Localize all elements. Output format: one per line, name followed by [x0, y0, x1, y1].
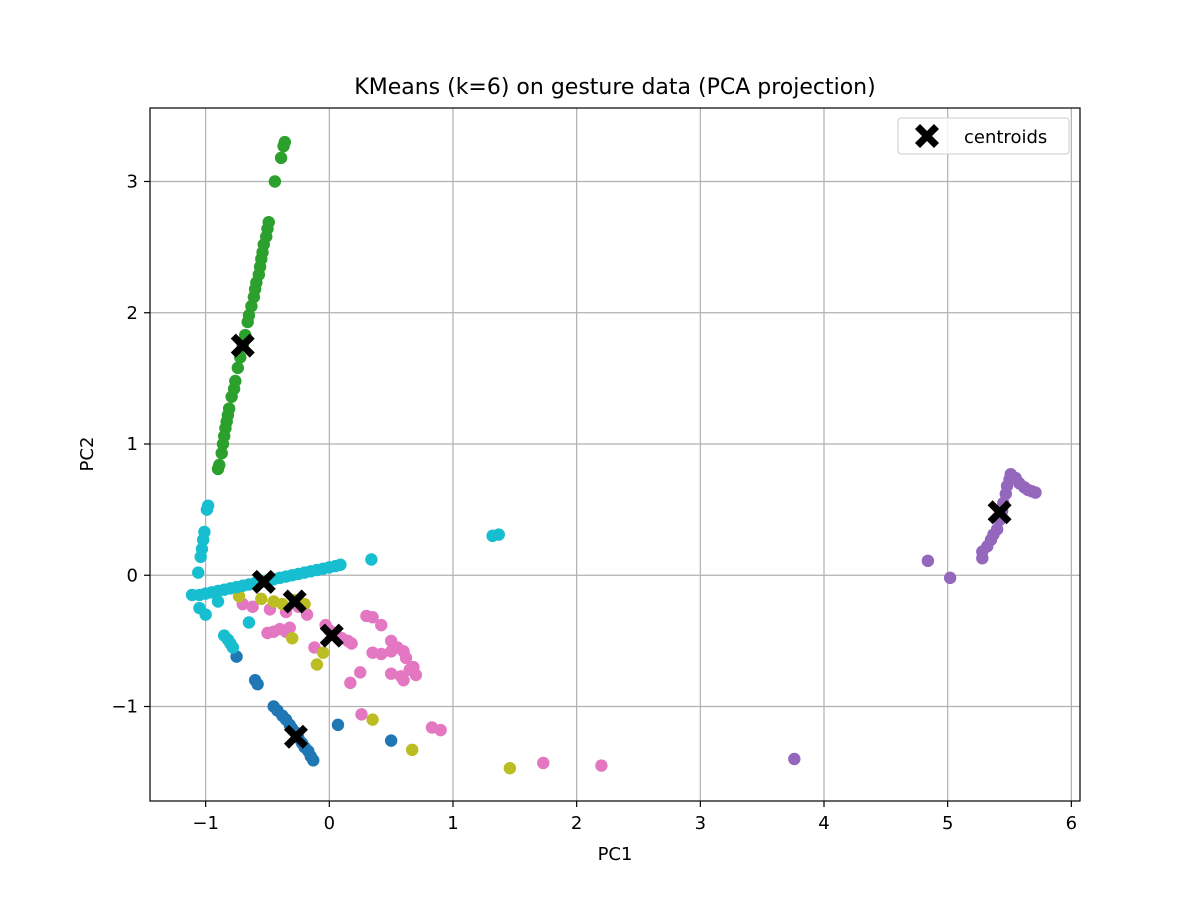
data-point — [492, 528, 505, 541]
data-point — [354, 666, 367, 679]
x-tick-label: 3 — [695, 813, 706, 834]
data-point — [399, 651, 413, 665]
data-point — [384, 734, 398, 747]
data-point — [222, 402, 236, 415]
data-point — [310, 658, 324, 671]
data-point — [943, 571, 957, 585]
data-point — [192, 566, 205, 579]
legend-centroid-icon — [915, 124, 939, 148]
data-point — [409, 668, 423, 682]
data-point — [201, 499, 215, 512]
plot-frame — [149, 107, 1081, 802]
data-point — [211, 595, 225, 608]
data-point — [251, 677, 264, 691]
data-point — [286, 632, 299, 645]
data-point — [242, 616, 256, 629]
x-tick-label: 4 — [818, 813, 829, 834]
legend-centroid-marker — [915, 124, 939, 148]
data-point — [231, 361, 245, 375]
data-point — [278, 135, 292, 149]
data-point — [255, 592, 268, 606]
axis-ticks: −1 0 1 2 3 4 5 6 −1 0 1 2 3 — [111, 172, 1077, 835]
data-point — [921, 554, 935, 568]
data-point — [215, 446, 228, 460]
data-point — [366, 713, 379, 726]
x-tick-label: 6 — [1066, 813, 1077, 834]
centroid-marker — [283, 724, 308, 749]
data-point — [1029, 486, 1042, 499]
data-point — [345, 637, 358, 650]
legend: centroids — [897, 117, 1070, 155]
legend-label-centroids: centroids — [964, 127, 1047, 148]
data-point — [344, 676, 357, 690]
data-point — [503, 761, 517, 775]
data-point — [307, 754, 320, 767]
x-tick-label: 5 — [942, 813, 953, 834]
data-point — [331, 718, 345, 732]
data-point — [226, 641, 240, 654]
y-tick-label: 2 — [127, 303, 138, 324]
data-point — [274, 151, 288, 165]
x-tick-label: −1 — [192, 813, 219, 834]
legend-box — [897, 117, 1070, 155]
data-point — [268, 175, 282, 188]
data-point — [375, 618, 388, 632]
data-point — [316, 646, 330, 659]
centroid-marker — [282, 589, 307, 614]
data-point — [537, 756, 550, 770]
y-tick-label: −1 — [111, 697, 138, 718]
centroid-marker — [987, 500, 1012, 525]
data-point — [365, 553, 378, 566]
data-point — [262, 215, 275, 229]
centroid-markers — [230, 333, 1012, 749]
y-tick-label: 0 — [127, 565, 138, 586]
data-point — [334, 558, 347, 571]
data-point — [246, 600, 259, 613]
y-tick-label: 3 — [127, 172, 138, 193]
data-point — [595, 759, 608, 772]
grid — [150, 108, 1080, 801]
data-point — [384, 667, 398, 680]
data-point — [199, 608, 212, 621]
centroid-marker — [319, 623, 344, 648]
data-point — [283, 621, 296, 634]
data-point — [195, 542, 209, 556]
data-point — [434, 723, 447, 737]
x-axis-label: PC1 — [598, 844, 633, 865]
data-point — [788, 752, 801, 766]
x-tick-label: 0 — [324, 813, 335, 834]
y-tick-label: 1 — [127, 434, 138, 455]
x-tick-label: 2 — [571, 813, 582, 834]
data-point — [397, 674, 410, 687]
data-point — [375, 647, 388, 661]
data-point — [366, 611, 379, 624]
data-point — [229, 374, 242, 388]
y-axis-label: PC2 — [77, 437, 98, 472]
centroid-marker — [230, 333, 255, 358]
data-point — [355, 708, 368, 721]
centroid-marker — [251, 569, 276, 594]
data-point — [405, 743, 419, 757]
data-point — [198, 525, 211, 539]
data-point — [300, 608, 314, 621]
x-tick-label: 1 — [447, 813, 458, 834]
data-point — [213, 458, 226, 472]
chart-title: KMeans (k=6) on gesture data (PCA projec… — [354, 75, 875, 100]
